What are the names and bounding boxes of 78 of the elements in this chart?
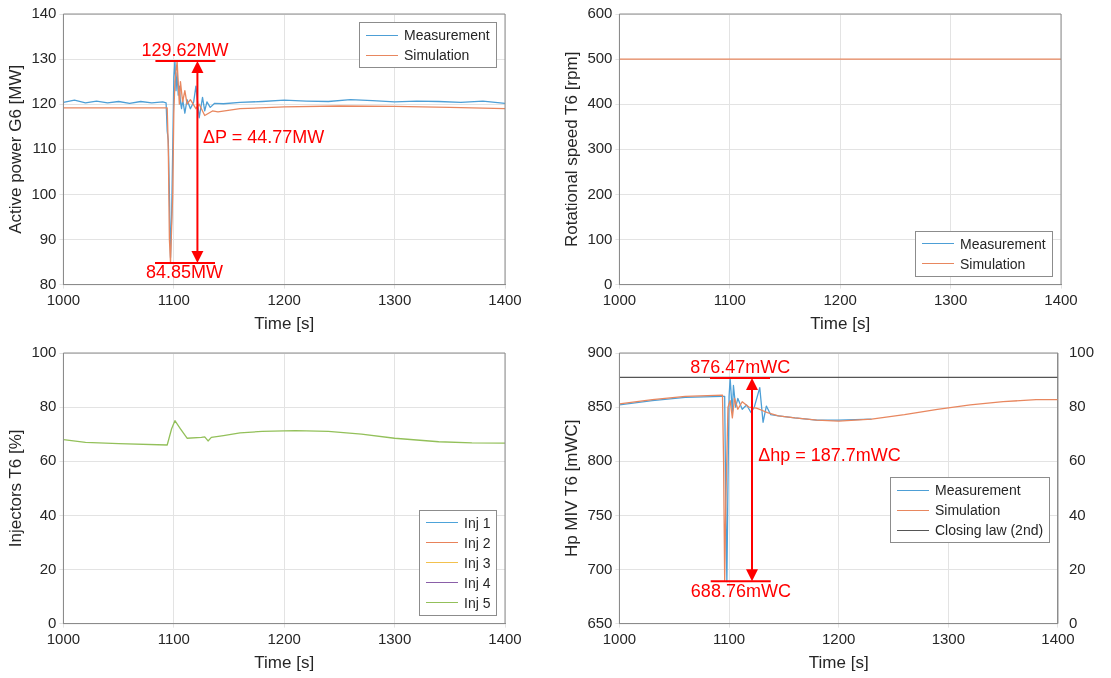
y-tick-label: 100 [31, 184, 57, 202]
x-tick-label: 1000 [602, 629, 637, 647]
y-axis-title: Active power G6 [MW] [5, 64, 25, 234]
y-tick-label: 0 [604, 274, 613, 292]
x-tick-label: 1400 [1041, 629, 1075, 647]
y-tick-label: 900 [587, 343, 613, 361]
y-tick-label: 300 [587, 139, 613, 157]
y-axis-title: Hp MIV T6 [mWC] [561, 419, 581, 558]
y-tick-label: 800 [587, 451, 613, 469]
x-tick-label: 1200 [822, 629, 856, 647]
x-tick-label: 1000 [46, 629, 81, 647]
y-tick-label: 120 [31, 94, 57, 112]
x-tick-label: 1300 [931, 629, 966, 647]
annotation: ΔP = 44.77MW [202, 126, 325, 147]
y-tick-label: 100 [587, 229, 613, 247]
x-tick-label: 1400 [488, 290, 522, 308]
y-tick-label: 0 [48, 613, 57, 631]
y-tick-label: 40 [39, 505, 57, 523]
legend-label: Closing law (2nd) [934, 521, 1044, 541]
y-axis-title: Rotational speed T6 [rpm] [561, 51, 581, 247]
y-tick-label: 750 [587, 505, 613, 523]
annotation: 688.76mWC [690, 580, 791, 601]
legend-label: Inj 2 [464, 533, 491, 553]
x-tick-label: 1100 [157, 629, 190, 647]
y-tick-label: 650 [587, 613, 613, 631]
y-tick-label: 500 [587, 49, 613, 67]
x-axis-title: Time [s] [808, 653, 869, 673]
y-tick-label: 200 [587, 184, 613, 202]
y-tick-label: 90 [39, 229, 57, 247]
legend-label: Measurement [404, 26, 490, 45]
annotation: 129.62MW [141, 39, 229, 60]
x-tick-label: 1100 [712, 629, 746, 647]
x-axis-title: Time [s] [254, 653, 315, 673]
y-tick-label: 600 [587, 4, 613, 22]
y-tick-label: 110 [32, 139, 57, 157]
legend-label: Simulation [934, 501, 1001, 521]
x-tick-label: 1400 [488, 629, 522, 647]
y-tick-label: 60 [39, 451, 57, 469]
y2-tick-label: 20 [1068, 559, 1086, 577]
legend-label: Measurement [934, 481, 1021, 501]
x-tick-label: 1300 [377, 629, 412, 647]
y2-tick-label: 60 [1068, 451, 1086, 469]
y-axis-title: Injectors T6 [%] [5, 429, 25, 548]
legend-label: Inj 5 [464, 593, 491, 613]
legend-label: Inj 3 [464, 553, 491, 573]
y-tick-label: 140 [31, 4, 57, 22]
y-tick-label: 700 [587, 559, 613, 577]
annotation: Δhp = 187.7mWC [758, 444, 901, 465]
legend-label: Inj 4 [464, 573, 491, 593]
x-axis-title: Time [s] [254, 314, 315, 334]
annotation: 876.47mWC [690, 357, 791, 378]
x-tick-label: 1300 [933, 290, 968, 308]
y-tick-label: 80 [39, 397, 57, 415]
y-tick-label: 20 [39, 559, 57, 577]
y-tick-label: 850 [587, 397, 613, 415]
y-tick-label: 130 [31, 49, 57, 67]
legend-label: Measurement [960, 234, 1046, 254]
x-tick-label: 1300 [377, 290, 412, 308]
y-tick-label: 100 [31, 343, 57, 361]
x-tick-label: 1100 [157, 290, 190, 308]
x-tick-label: 1000 [602, 290, 637, 308]
y2-tick-label: 80 [1068, 397, 1086, 415]
legend-label: Simulation [960, 254, 1026, 274]
y-tick-label: 80 [39, 274, 57, 292]
legend-label: Simulation [404, 46, 470, 65]
y2-tick-label: 100 [1068, 343, 1094, 361]
x-tick-label: 1400 [1044, 290, 1078, 308]
x-tick-label: 1200 [267, 629, 301, 647]
annotation: 84.85MW [145, 261, 224, 282]
y-tick-label: 400 [587, 94, 613, 112]
x-tick-label: 1000 [46, 290, 81, 308]
legend-label: Inj 1 [464, 513, 491, 533]
x-tick-label: 1100 [713, 290, 746, 308]
x-tick-label: 1200 [823, 290, 857, 308]
x-axis-title: Time [s] [810, 314, 871, 334]
x-tick-label: 1200 [267, 290, 301, 308]
y2-tick-label: 40 [1068, 505, 1086, 523]
y2-tick-label: 0 [1068, 613, 1078, 631]
